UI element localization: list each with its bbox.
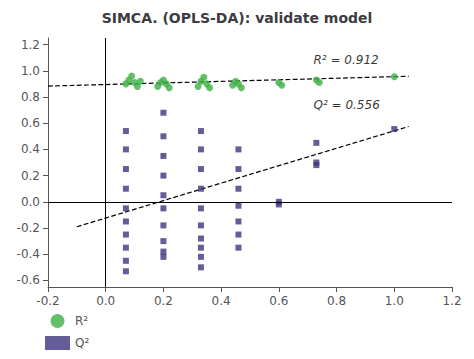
svg-text:0.4: 0.4 (21, 142, 40, 156)
svg-text:0.8: 0.8 (327, 294, 346, 308)
svg-text:R² = 0.912: R² = 0.912 (313, 53, 378, 67)
svg-text:0.0: 0.0 (21, 195, 40, 209)
svg-text:1.2: 1.2 (442, 294, 461, 308)
svg-text:0.0: 0.0 (96, 294, 115, 308)
svg-text:-0.2: -0.2 (36, 294, 59, 308)
svg-text:1.0: 1.0 (21, 64, 40, 78)
svg-text:1.2: 1.2 (21, 38, 40, 52)
svg-text:0.2: 0.2 (21, 169, 40, 183)
svg-text:Q²: Q² (75, 336, 89, 350)
svg-text:0.6: 0.6 (21, 116, 40, 130)
svg-text:-0.4: -0.4 (17, 247, 40, 261)
svg-text:1.0: 1.0 (385, 294, 404, 308)
svg-text:R²: R² (75, 314, 88, 328)
svg-text:SIMCA. (OPLS-DA): validate mod: SIMCA. (OPLS-DA): validate model (102, 10, 373, 26)
svg-text:-0.6: -0.6 (17, 273, 40, 287)
svg-text:0.2: 0.2 (154, 294, 173, 308)
svg-text:0.6: 0.6 (269, 294, 288, 308)
svg-text:0.8: 0.8 (21, 90, 40, 104)
svg-text:0.4: 0.4 (212, 294, 231, 308)
svg-text:Q² = 0.556: Q² = 0.556 (313, 98, 380, 112)
svg-text:-0.2: -0.2 (17, 221, 40, 235)
